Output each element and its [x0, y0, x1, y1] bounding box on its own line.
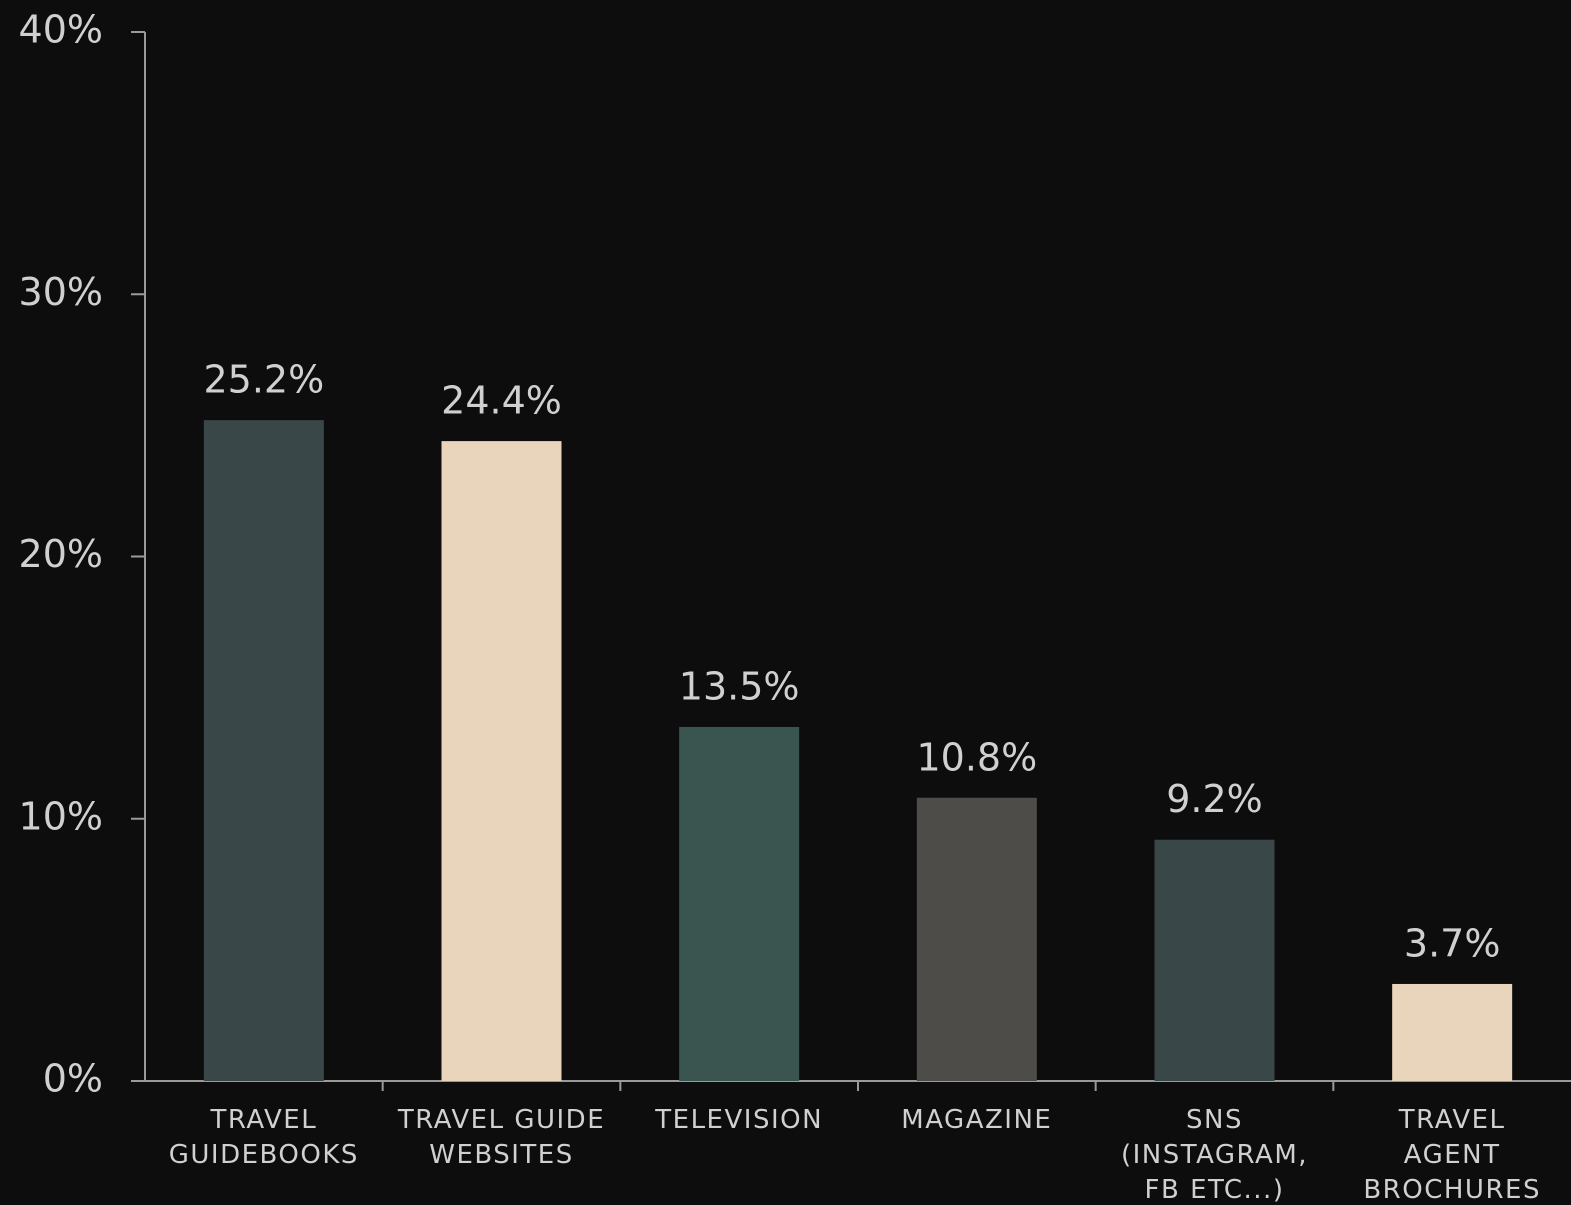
x-tick-label: TRAVEL GUIDE WEBSITES	[397, 1105, 606, 1170]
bar	[1154, 839, 1275, 1081]
x-tick-label: SNS (INSTAGRAM, FB ETC...)	[1120, 1105, 1309, 1205]
bar	[441, 441, 562, 1081]
y-tick-label: 30%	[19, 270, 103, 314]
y-tick-label: 20%	[19, 532, 103, 576]
x-tick-label: TRAVEL AGENT BROCHURES	[1363, 1105, 1541, 1205]
value-label: 3.7%	[1404, 921, 1501, 965]
x-tick-label: MAGAZINE	[901, 1105, 1053, 1135]
bar	[679, 726, 800, 1081]
value-label: 10.8%	[916, 735, 1037, 779]
x-tick-label: TRAVEL GUIDEBOOKS	[168, 1105, 359, 1170]
bar	[203, 420, 324, 1081]
value-label: 25.2%	[203, 358, 324, 402]
value-label: 13.5%	[679, 664, 800, 708]
value-label: 24.4%	[441, 379, 562, 423]
y-tick-label: 0%	[43, 1057, 103, 1101]
y-tick-label: 40%	[19, 8, 103, 52]
x-tick-label: TELEVISION	[655, 1105, 824, 1135]
bar	[916, 797, 1037, 1081]
bar	[1392, 983, 1513, 1081]
y-tick-label: 10%	[19, 794, 103, 838]
value-label: 9.2%	[1166, 777, 1263, 821]
